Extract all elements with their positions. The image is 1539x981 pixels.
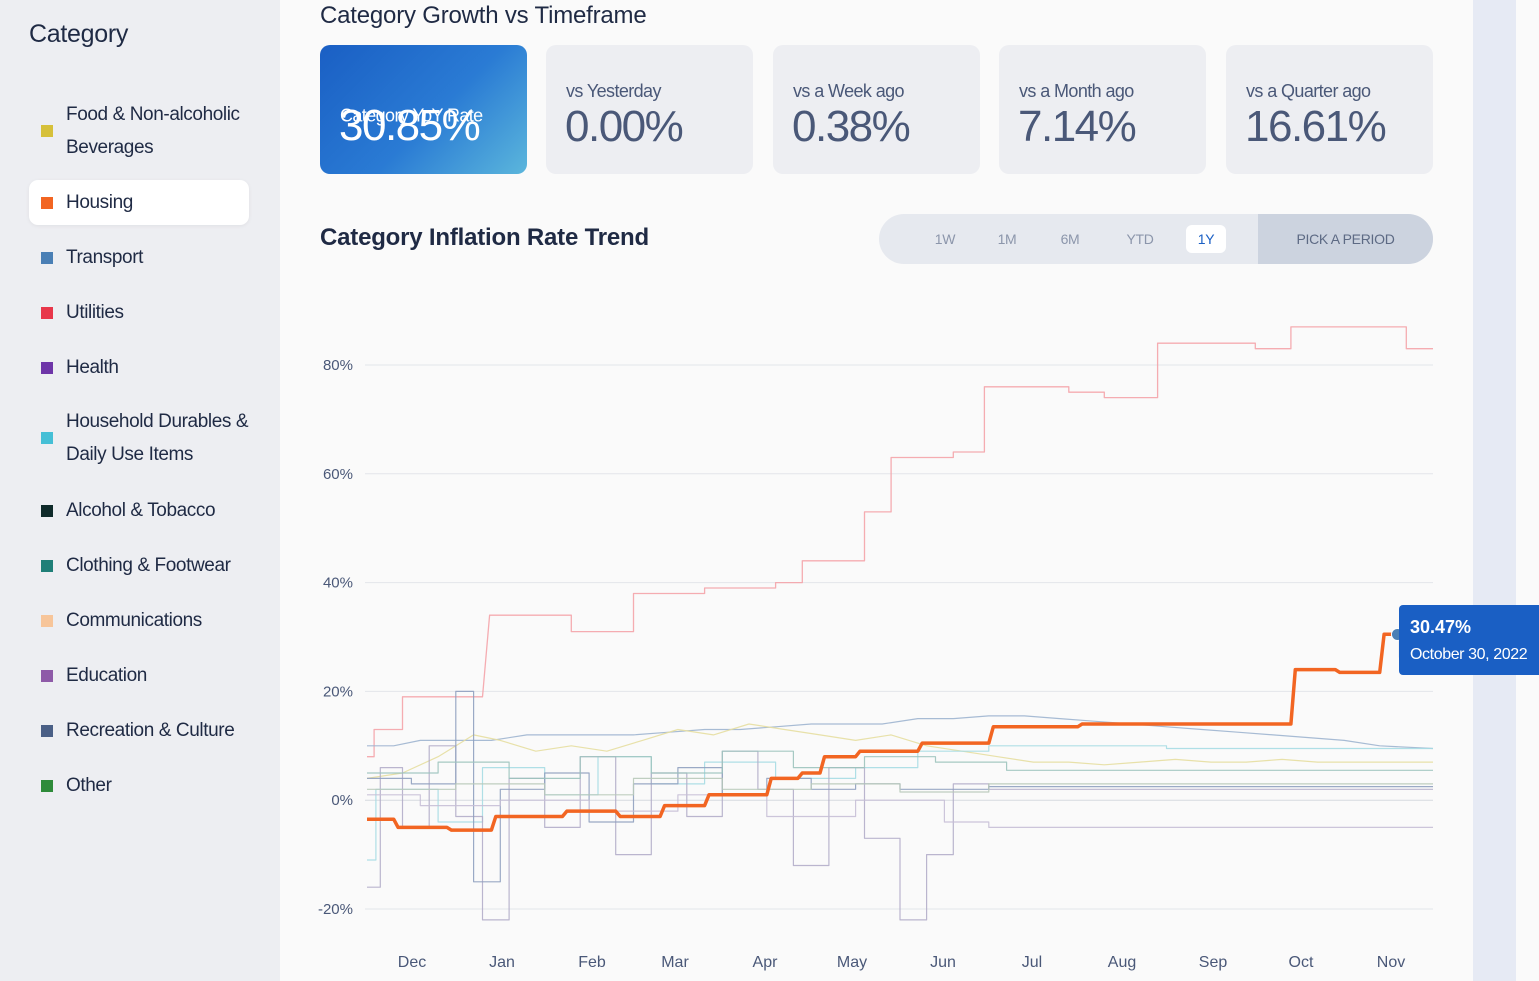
sidebar-item-utilities[interactable]: Utilities <box>29 296 249 329</box>
x-tick-label: Aug <box>1108 954 1136 971</box>
sidebar-item-other[interactable]: Other <box>29 769 249 802</box>
sidebar-item-label: Housing <box>66 192 133 213</box>
sidebar-item-communications[interactable]: Communications <box>29 604 249 637</box>
x-tick-label: Jul <box>1022 954 1042 971</box>
card-label: vs a Quarter ago <box>1246 81 1371 101</box>
alcohol-swatch-icon <box>41 504 53 517</box>
card-yoy-rate[interactable]: Category YoY Rate 30.85% <box>320 45 527 174</box>
series-line-clothing <box>367 750 1433 779</box>
tooltip-value: 30.47% <box>1410 617 1472 637</box>
y-tick-label: 20% <box>323 683 353 700</box>
card-value: 0.00% <box>565 102 684 151</box>
page-title: Category Growth vs Timeframe <box>320 2 647 29</box>
education-swatch-icon <box>41 669 53 682</box>
card-vs-quarter[interactable]: vs a Quarter ago 16.61% <box>1226 45 1433 174</box>
period-1w-button[interactable]: 1W <box>934 231 956 247</box>
card-label: vs a Month ago <box>1019 81 1134 101</box>
sidebar-item-food[interactable]: Food & Non-alcoholic Beverages <box>29 98 249 164</box>
card-label: vs Yesterday <box>566 81 661 101</box>
series-line-other <box>367 777 1433 796</box>
period-1m-button[interactable]: 1M <box>997 231 1017 247</box>
x-tick-label: May <box>837 954 867 971</box>
y-tick-label: 80% <box>323 357 353 374</box>
card-value: 0.38% <box>792 102 911 151</box>
clothing-swatch-icon <box>41 559 53 572</box>
sidebar-item-label: Food & Non-alcoholic Beverages <box>66 104 240 158</box>
period-1y-button[interactable]: 1Y <box>1186 225 1226 253</box>
series-line-education <box>367 794 1433 828</box>
sidebar-item-label: Utilities <box>66 302 124 323</box>
sidebar-item-label: Transport <box>66 247 144 268</box>
category-sidebar: Category Food & Non-alcoholic Beverages H… <box>0 0 280 981</box>
card-vs-month[interactable]: vs a Month ago 7.14% <box>999 45 1206 174</box>
x-tick-label: Mar <box>661 954 689 971</box>
y-tick-label: -20% <box>318 901 353 918</box>
card-value: 30.85% <box>339 101 481 150</box>
x-tick-label: Apr <box>753 954 779 971</box>
pick-period-button[interactable]: PICK A PERIOD <box>1258 214 1433 264</box>
card-value: 16.61% <box>1245 102 1387 151</box>
x-tick-label: Dec <box>398 954 426 971</box>
sidebar-item-alcohol[interactable]: Alcohol & Tobacco <box>29 494 249 527</box>
series-line-food <box>366 723 1433 779</box>
x-tick-label: Jan <box>489 954 515 971</box>
transport-swatch-icon <box>41 251 53 264</box>
sidebar-item-label: Education <box>66 665 147 686</box>
health-swatch-icon <box>41 361 53 374</box>
housing-swatch-icon <box>41 196 53 209</box>
card-vs-yesterday[interactable]: vs Yesterday 0.00% <box>546 45 753 174</box>
y-tick-label: 0% <box>331 792 353 809</box>
sidebar-item-label: Clothing & Footwear <box>66 555 231 576</box>
sidebar-item-health[interactable]: Health <box>29 351 249 384</box>
series-line-transport <box>367 715 1434 750</box>
sidebar-item-household[interactable]: Household Durables & Daily Use Items <box>29 405 249 471</box>
sidebar-item-education[interactable]: Education <box>29 659 249 692</box>
y-tick-label: 40% <box>323 575 353 592</box>
period-6m-button[interactable]: 6M <box>1060 231 1080 247</box>
series-line-utilities <box>367 326 1433 758</box>
trend-title: Category Inflation Rate Trend <box>320 224 649 251</box>
food-swatch-icon <box>41 125 53 137</box>
recreation-swatch-icon <box>41 724 53 737</box>
household-swatch-icon <box>41 432 53 444</box>
series-line-household <box>367 745 1433 861</box>
card-label: Category YoY Rate <box>340 105 483 126</box>
y-tick-label: 60% <box>323 466 353 483</box>
sidebar-item-label: Communications <box>66 610 202 631</box>
period-ytd-button[interactable]: YTD <box>1126 231 1154 247</box>
x-tick-label: Jun <box>930 954 956 971</box>
x-tick-label: Sep <box>1199 954 1228 971</box>
inflation-trend-chart[interactable]: -20% 0% 20% 40% 60% 80% Dec Jan Feb Mar Apr May Jun J… <box>300 290 1473 981</box>
sidebar-item-label: Other <box>66 775 112 796</box>
card-label: vs a Week ago <box>793 81 905 101</box>
series-line-health <box>367 745 1433 921</box>
card-value: 7.14% <box>1018 102 1137 151</box>
sidebar-item-label: Recreation & Culture <box>66 720 235 741</box>
sidebar-title: Category <box>29 20 129 48</box>
x-tick-label: Feb <box>578 954 606 971</box>
sidebar-item-recreation[interactable]: Recreation & Culture <box>29 714 249 747</box>
right-scroll-panel <box>1473 0 1516 981</box>
sidebar-item-transport[interactable]: Transport <box>29 241 249 274</box>
sidebar-item-label: Household Durables & Daily Use Items <box>66 411 249 465</box>
chart-tooltip: 30.47% October 30, 2022 <box>1399 605 1539 675</box>
sidebar-item-housing[interactable]: Housing <box>29 180 249 225</box>
card-vs-week[interactable]: vs a Week ago 0.38% <box>773 45 980 174</box>
x-tick-label: Nov <box>1377 954 1405 971</box>
sidebar-item-label: Alcohol & Tobacco <box>66 500 216 521</box>
sidebar-item-clothing[interactable]: Clothing & Footwear <box>29 549 249 582</box>
x-tick-label: Oct <box>1289 954 1314 971</box>
utilities-swatch-icon <box>41 306 53 319</box>
sidebar-item-label: Health <box>66 357 119 378</box>
other-swatch-icon <box>41 779 53 792</box>
tooltip-date: October 30, 2022 <box>1410 646 1528 663</box>
communications-swatch-icon <box>41 614 53 627</box>
series-line-housing <box>367 632 1433 832</box>
